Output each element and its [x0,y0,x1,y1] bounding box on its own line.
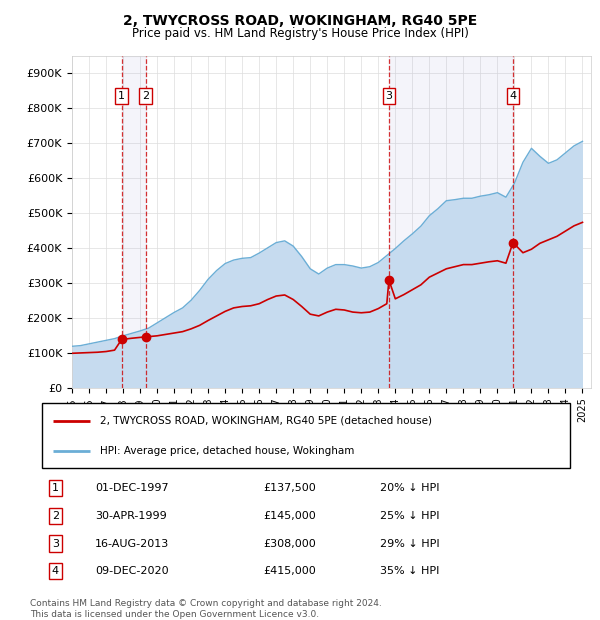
Text: 29% ↓ HPI: 29% ↓ HPI [380,539,440,549]
FancyBboxPatch shape [42,403,570,468]
Text: HPI: Average price, detached house, Wokingham: HPI: Average price, detached house, Woki… [100,446,355,456]
Text: £145,000: £145,000 [264,511,317,521]
Text: £137,500: £137,500 [264,483,317,493]
Text: £308,000: £308,000 [264,539,317,549]
Text: 2: 2 [142,91,149,101]
Text: 30-APR-1999: 30-APR-1999 [95,511,167,521]
Text: 1: 1 [52,483,59,493]
Bar [389,56,513,388]
Text: 4: 4 [509,91,517,101]
Text: £415,000: £415,000 [264,566,317,576]
Text: 35% ↓ HPI: 35% ↓ HPI [380,566,439,576]
Text: 4: 4 [52,566,59,576]
Text: Contains HM Land Registry data © Crown copyright and database right 2024.
This d: Contains HM Land Registry data © Crown c… [30,600,382,619]
Text: 2, TWYCROSS ROAD, WOKINGHAM, RG40 5PE (detached house): 2, TWYCROSS ROAD, WOKINGHAM, RG40 5PE (d… [100,415,432,425]
Text: 2: 2 [52,511,59,521]
Bar [122,56,146,388]
Text: Price paid vs. HM Land Registry's House Price Index (HPI): Price paid vs. HM Land Registry's House … [131,27,469,40]
Text: 09-DEC-2020: 09-DEC-2020 [95,566,169,576]
Text: 3: 3 [385,91,392,101]
Text: 1: 1 [118,91,125,101]
Text: 16-AUG-2013: 16-AUG-2013 [95,539,169,549]
Text: 01-DEC-1997: 01-DEC-1997 [95,483,169,493]
Text: 25% ↓ HPI: 25% ↓ HPI [380,511,439,521]
Text: 3: 3 [52,539,59,549]
Text: 20% ↓ HPI: 20% ↓ HPI [380,483,439,493]
Text: 2, TWYCROSS ROAD, WOKINGHAM, RG40 5PE: 2, TWYCROSS ROAD, WOKINGHAM, RG40 5PE [123,14,477,28]
